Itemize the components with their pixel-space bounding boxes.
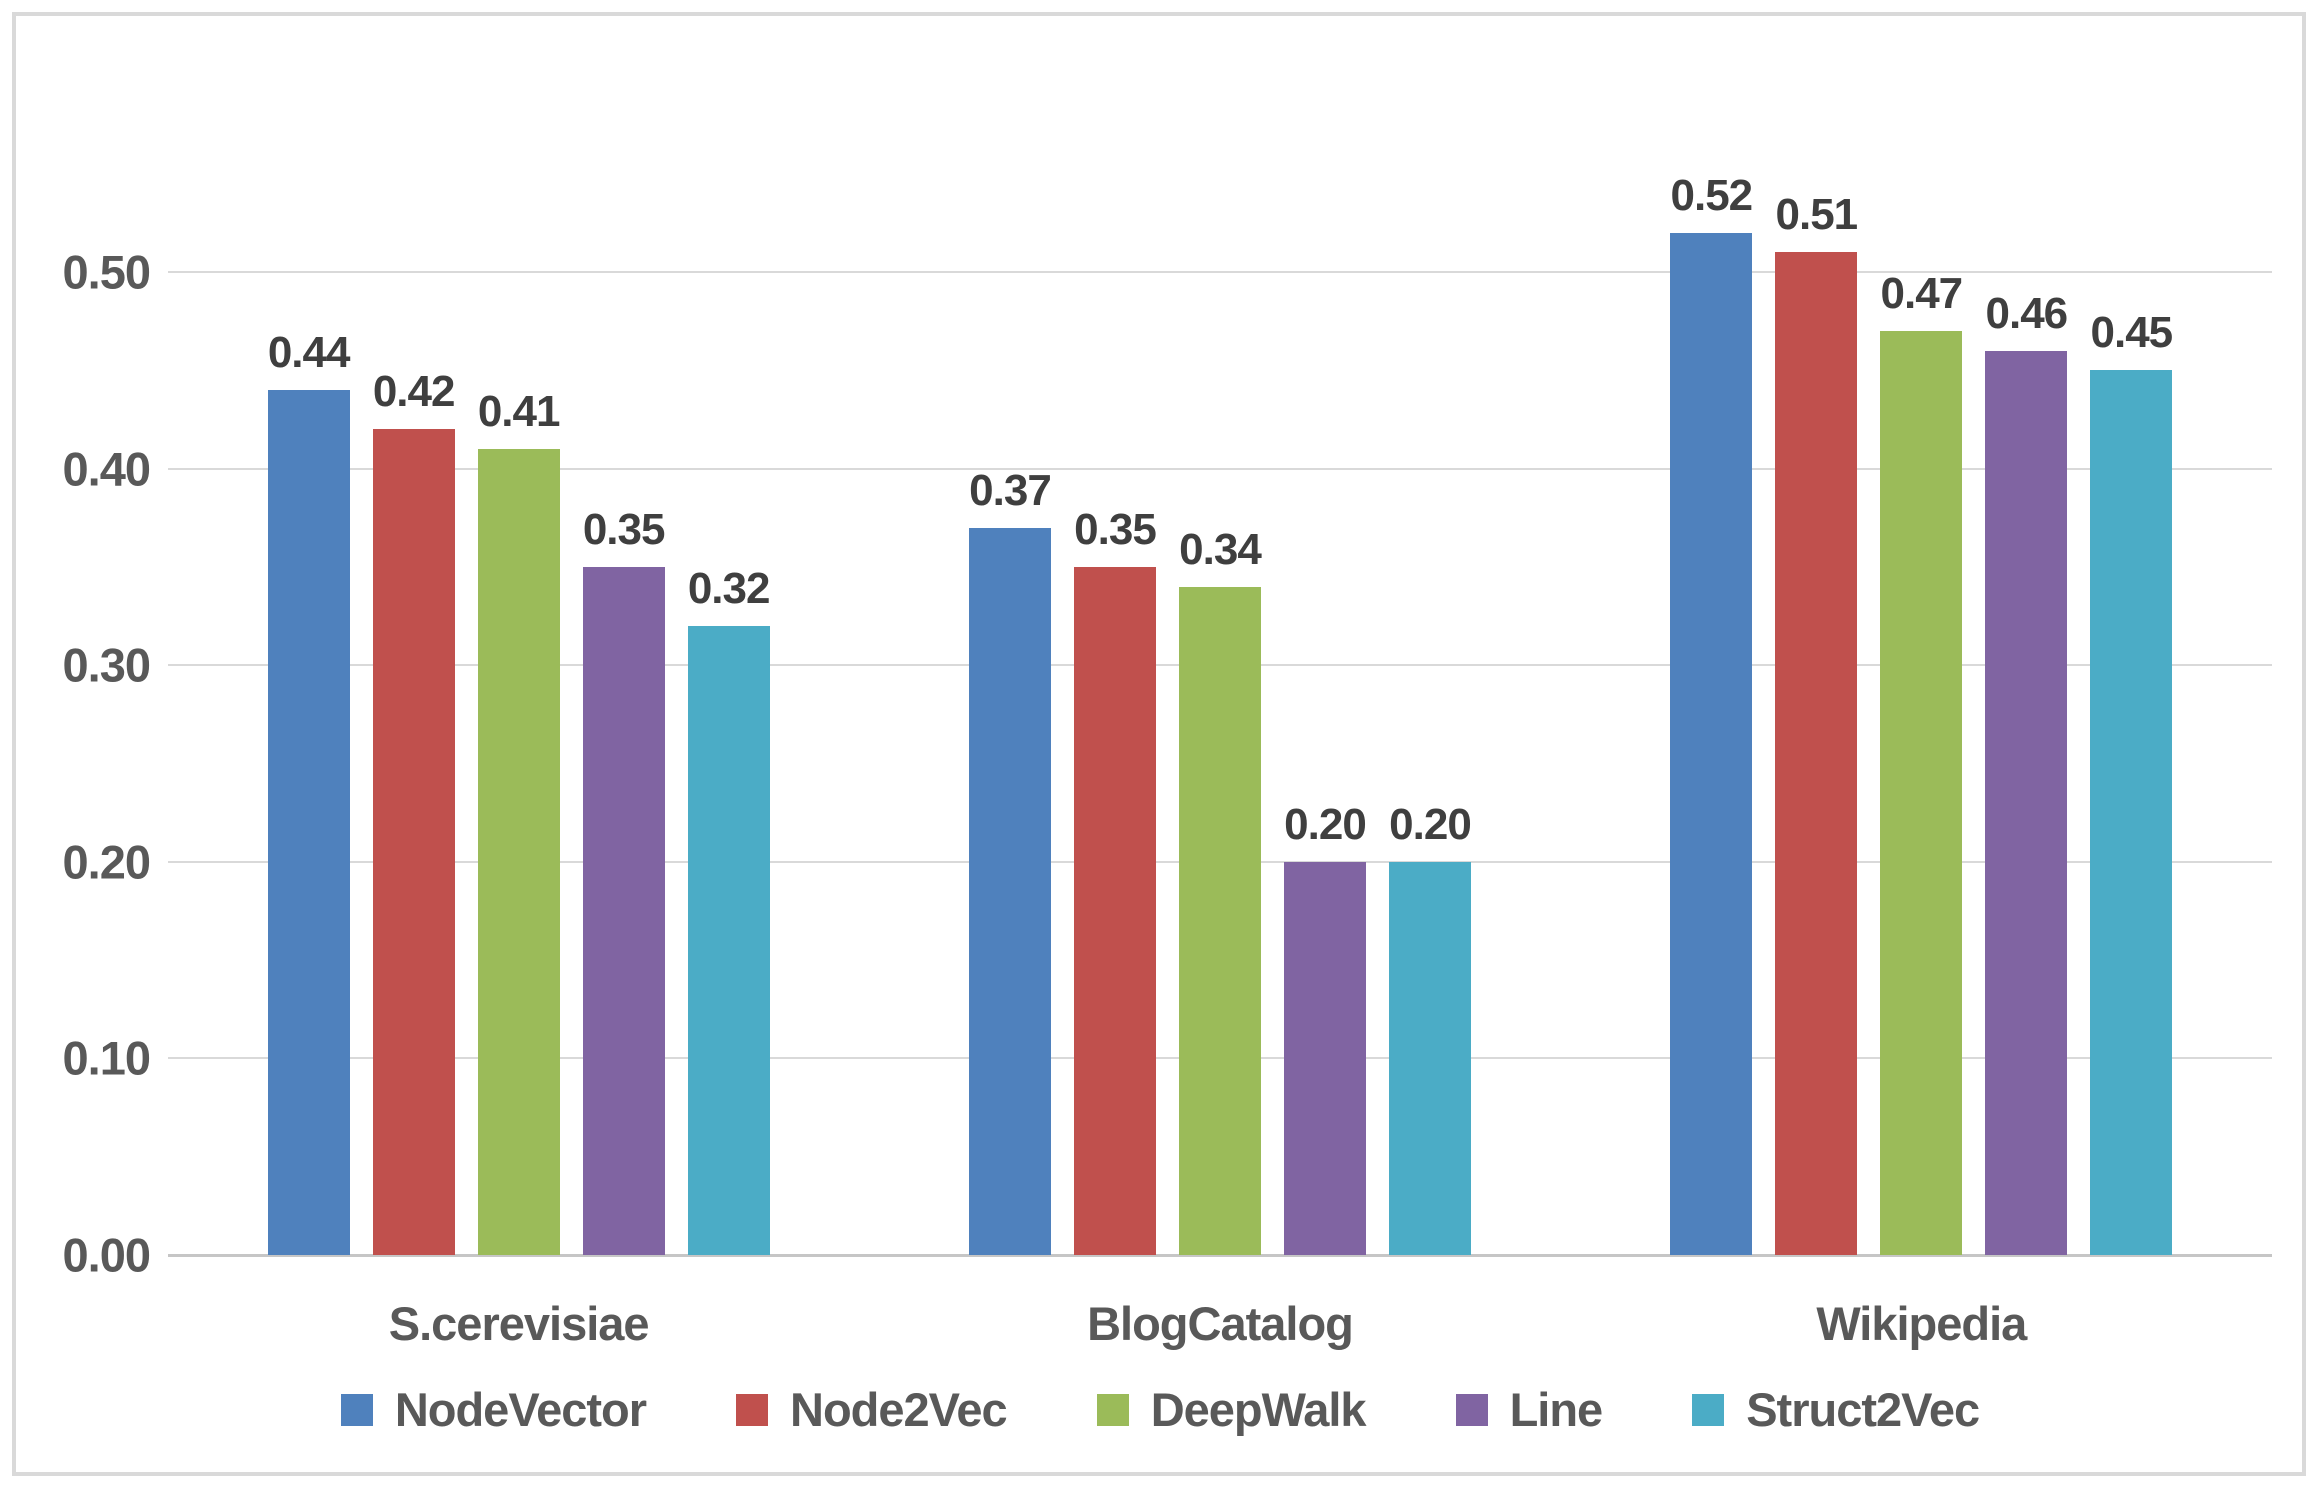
bar-node2vec-wikipedia: 0.51	[1775, 190, 1858, 1255]
bar-group-s-cerevisiae: 0.44 0.42 0.41 0.35 0.32	[168, 0, 869, 1255]
chart-legend: NodeVector Node2Vec DeepWalk Line Struct2Vec	[0, 1382, 2320, 1437]
gridline	[168, 271, 2272, 273]
bar-node2vec-s-cerevisiae: 0.42	[372, 367, 455, 1255]
legend-label: Node2Vec	[790, 1383, 1008, 1436]
bar-struct2vec-s-cerevisiae: 0.32	[687, 564, 770, 1255]
legend-swatch-icon	[340, 1393, 373, 1426]
legend-item-node2vec: Node2Vec	[736, 1382, 1008, 1437]
legend-item-nodevector: NodeVector	[340, 1382, 647, 1437]
y-tick-label: 0.20	[62, 835, 151, 889]
bar-deepwalk-s-cerevisiae: 0.41	[477, 387, 560, 1255]
bar-value-label: 0.51	[1775, 190, 1858, 240]
bar-deepwalk-wikipedia: 0.47	[1880, 269, 1963, 1255]
bar-value-label: 0.46	[1985, 288, 2068, 338]
y-tick-label: 0.00	[62, 1228, 151, 1282]
bar-struct2vec-wikipedia: 0.45	[2090, 308, 2173, 1255]
legend-item-line: Line	[1455, 1382, 1604, 1437]
bar-line-s-cerevisiae: 0.35	[582, 505, 665, 1255]
bar-value-label: 0.35	[582, 504, 666, 554]
legend-label: NodeVector	[394, 1383, 647, 1436]
bar-value-label: 0.34	[1179, 524, 1262, 574]
bar-value-label: 0.44	[267, 327, 351, 377]
bar-value-label: 0.47	[1880, 268, 1963, 318]
y-tick-label: 0.50	[62, 245, 151, 299]
bar-groups: 0.44 0.42 0.41 0.35 0.32 0.37 0.35 0.34 0.20 0.20…	[168, 0, 2272, 1255]
bar-value-label: 0.20	[1284, 799, 1367, 849]
bar-value-label: 0.42	[372, 367, 456, 417]
category-axis-labels: S.cerevisiae BlogCatalog Wikipedia	[168, 1296, 2272, 1351]
category-label-s-cerevisiae: S.cerevisiae	[388, 1297, 650, 1350]
bar-value-label: 0.45	[2090, 308, 2173, 358]
legend-item-struct2vec: Struct2Vec	[1692, 1382, 1980, 1437]
y-tick-label: 0.10	[62, 1031, 151, 1085]
legend-label: Struct2Vec	[1746, 1383, 1980, 1436]
y-tick-label: 0.30	[62, 638, 151, 692]
bar-nodevector-s-cerevisiae: 0.44	[267, 328, 350, 1255]
bar-value-label: 0.20	[1389, 799, 1472, 849]
bar-line-wikipedia: 0.46	[1985, 289, 2068, 1255]
bar-deepwalk-blogcatalog: 0.34	[1178, 525, 1262, 1255]
bar-value-label: 0.32	[687, 563, 771, 613]
bar-node2vec-blogcatalog: 0.35	[1073, 505, 1157, 1255]
legend-swatch-icon	[1455, 1393, 1488, 1426]
bar-nodevector-wikipedia: 0.52	[1670, 171, 1753, 1255]
bar-value-label: 0.52	[1670, 170, 1753, 220]
bar-group-wikipedia: 0.52 0.51 0.47 0.46 0.45	[1571, 0, 2272, 1255]
legend-swatch-icon	[736, 1393, 768, 1426]
category-label-blogcatalog: BlogCatalog	[1087, 1297, 1354, 1350]
gridline	[168, 467, 2272, 470]
bar-group-blogcatalog: 0.37 0.35 0.34 0.20 0.20	[869, 0, 1570, 1255]
bar-value-label: 0.37	[969, 465, 1052, 515]
legend-label: Line	[1509, 1383, 1604, 1436]
bar-nodevector-blogcatalog: 0.37	[968, 466, 1052, 1255]
legend-swatch-icon	[1692, 1393, 1725, 1426]
legend-swatch-icon	[1096, 1393, 1129, 1426]
legend-label: DeepWalk	[1150, 1383, 1367, 1436]
bar-struct2vec-blogcatalog: 0.20	[1388, 800, 1472, 1255]
bar-line-blogcatalog: 0.20	[1283, 800, 1367, 1255]
x-axis-line	[168, 1254, 2272, 1257]
bar-value-label: 0.35	[1074, 504, 1157, 554]
legend-item-deepwalk: DeepWalk	[1096, 1382, 1367, 1437]
bar-value-label: 0.41	[477, 386, 561, 436]
y-tick-label: 0.40	[62, 442, 151, 496]
category-label-wikipedia: Wikipedia	[1816, 1297, 2027, 1350]
